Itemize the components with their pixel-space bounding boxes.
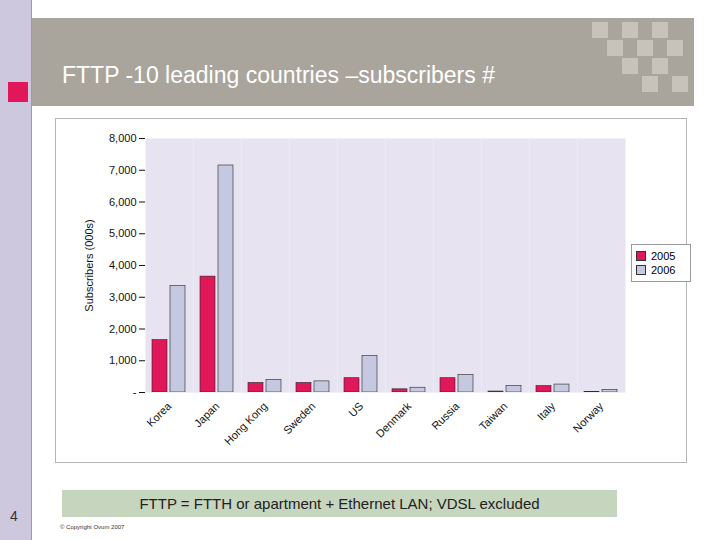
svg-text:5,000: 5,000 (109, 227, 137, 239)
svg-text:Taiwan: Taiwan (477, 400, 510, 433)
svg-text:1,000: 1,000 (109, 354, 137, 366)
svg-text:Korea: Korea (144, 399, 174, 429)
html-text:2005: 2005 (651, 250, 676, 262)
svg-text:Hong Kong: Hong Kong (222, 400, 269, 447)
svg-text:Italy: Italy (535, 399, 558, 422)
svg-text:4,000: 4,000 (109, 259, 137, 271)
svg-text:6,000: 6,000 (109, 196, 137, 208)
svg-text:2,000: 2,000 (109, 323, 137, 335)
svg-text:Sweden: Sweden (281, 400, 318, 437)
svg-text:3,000: 3,000 (109, 291, 137, 303)
html-text:© Copyright Ovum 2007: © Copyright Ovum 2007 (60, 524, 125, 530)
svg-text:Russia: Russia (429, 399, 462, 432)
html-text:4: 4 (10, 508, 18, 524)
svg-text:7,000: 7,000 (109, 164, 137, 176)
svg-text:Norway: Norway (571, 399, 606, 434)
html-text:2006: 2006 (651, 264, 676, 276)
html-text:FTTP = FTTH or apartment + Eth: FTTP = FTTH or apartment + Ethernet LAN;… (139, 495, 540, 512)
svg-text:-: - (133, 386, 137, 398)
svg-text:Subscribers (000s): Subscribers (000s) (83, 219, 95, 311)
html-text:FTTP -10 leading countries –su: FTTP -10 leading countries –subscribers … (62, 62, 495, 88)
svg-text:Japan: Japan (192, 400, 222, 430)
svg-text:8,000: 8,000 (109, 132, 137, 144)
svg-text:US: US (346, 400, 365, 419)
svg-text:Denmark: Denmark (373, 399, 413, 439)
